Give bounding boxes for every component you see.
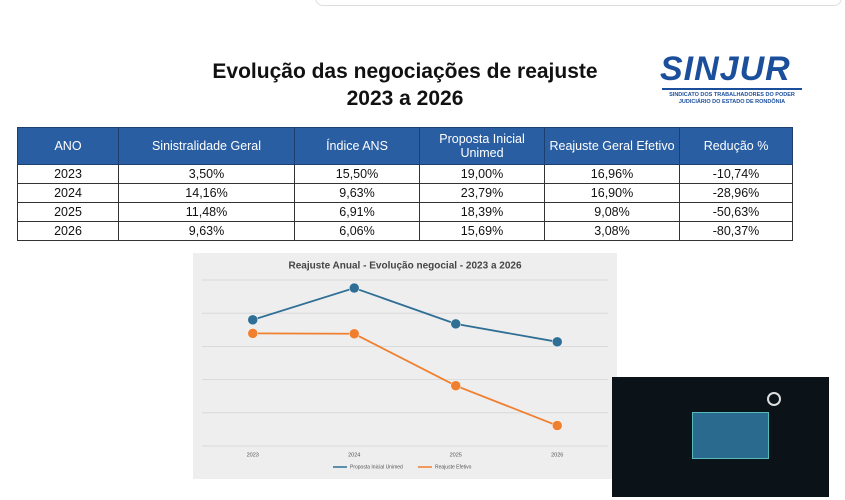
- table-cell: 16,90%: [544, 183, 680, 203]
- data-point: [450, 380, 461, 391]
- table-row: 2023 3,50% 15,50% 19,00% 16,96% -10,74%: [17, 164, 793, 184]
- x-tick-label: 2026: [551, 452, 563, 458]
- table-row: 2025 11,48% 6,91% 18,39% 9,08% -50,63%: [17, 202, 793, 222]
- column-header: Índice ANS: [294, 127, 420, 165]
- column-header: Sinistralidade Geral: [118, 127, 295, 165]
- table-cell: 3,50%: [118, 164, 295, 184]
- column-header: ANO: [17, 127, 119, 165]
- logo-subtitle-line: JUDICIÁRIO DO ESTADO DE RONDÔNIA: [678, 99, 786, 105]
- column-header: Reajuste Geral Efetivo: [544, 127, 680, 165]
- series-line: [252, 287, 558, 343]
- logo: SINJUR: [660, 50, 791, 88]
- data-point: [247, 328, 258, 339]
- column-header: Proposta Inicial Unimed: [419, 127, 545, 165]
- table-row: 2026 9,63% 6,06% 15,69% 3,08% -80,37%: [17, 221, 793, 241]
- data-point: [247, 314, 258, 326]
- series-line: [252, 332, 558, 427]
- column-header: Redução %: [679, 127, 793, 165]
- x-tick-label: 2023: [247, 452, 259, 458]
- chart: Reajuste Anual - Evolução negocial - 202…: [193, 253, 617, 479]
- table-cell: 19,00%: [419, 164, 545, 184]
- chart-background: [193, 253, 617, 479]
- table-cell: -50,63%: [679, 202, 793, 222]
- table-cell: 15,50%: [294, 164, 420, 184]
- data-point: [450, 318, 461, 330]
- video-screen: [692, 412, 769, 459]
- legend-label: Proposta Inicial Unimed: [350, 464, 403, 470]
- x-tick-label: 2024: [348, 452, 360, 458]
- table-row: 2024 14,16% 9,63% 23,79% 16,90% -28,96%: [17, 183, 793, 203]
- header-row: ANO Sinistralidade Geral Índice ANS Propost…: [17, 127, 793, 165]
- table-cell: 3,08%: [544, 221, 680, 241]
- x-tick-label: 2025: [450, 452, 462, 458]
- data-point: [552, 336, 563, 348]
- table-cell: 18,39%: [419, 202, 545, 222]
- legend-label: Reajuste Efetivo: [435, 464, 472, 470]
- table-cell: -28,96%: [679, 183, 793, 203]
- table-cell: 14,16%: [118, 183, 295, 203]
- table-cell: 2023: [17, 164, 119, 184]
- table-cell: 2026: [17, 221, 119, 241]
- data-point: [552, 420, 563, 431]
- table-cell: 2024: [17, 183, 119, 203]
- table-cell: 6,06%: [294, 221, 420, 241]
- table-cell: 15,69%: [419, 221, 545, 241]
- table-cell: 11,48%: [118, 202, 295, 222]
- table-cell: -10,74%: [679, 164, 793, 184]
- table-cell: 23,79%: [419, 183, 545, 203]
- chart-title: Reajuste Anual - Evolução negocial - 202…: [288, 261, 521, 272]
- table-cell: 9,63%: [294, 183, 420, 203]
- table-cell: -80,37%: [679, 221, 793, 241]
- table-cell: 16,96%: [544, 164, 680, 184]
- title: 2023 a 2026: [346, 87, 464, 110]
- data-point: [349, 282, 360, 294]
- title: Evolução das negociações de reajuste: [212, 60, 598, 83]
- data-table: ANO Sinistralidade Geral Índice ANS Propost…: [17, 127, 793, 241]
- table-cell: 6,91%: [294, 202, 420, 222]
- table-cell: 2025: [17, 202, 119, 222]
- video-icon: [767, 392, 781, 406]
- table-cell: 9,63%: [118, 221, 295, 241]
- data-point: [349, 328, 360, 340]
- logo-subtitle: SINDICATO DOS TRABALHADORES DO PODER JUD…: [662, 88, 802, 106]
- table-body: 2023 3,50% 15,50% 19,00% 16,96% -10,74% 2024 14…: [17, 164, 793, 241]
- video-overlay: [612, 377, 829, 497]
- table-cell: 9,08%: [544, 202, 680, 222]
- browser-bar: [315, 0, 842, 6]
- logo-subtitle-line: SINDICATO DOS TRABALHADORES DO PODER: [669, 92, 795, 98]
